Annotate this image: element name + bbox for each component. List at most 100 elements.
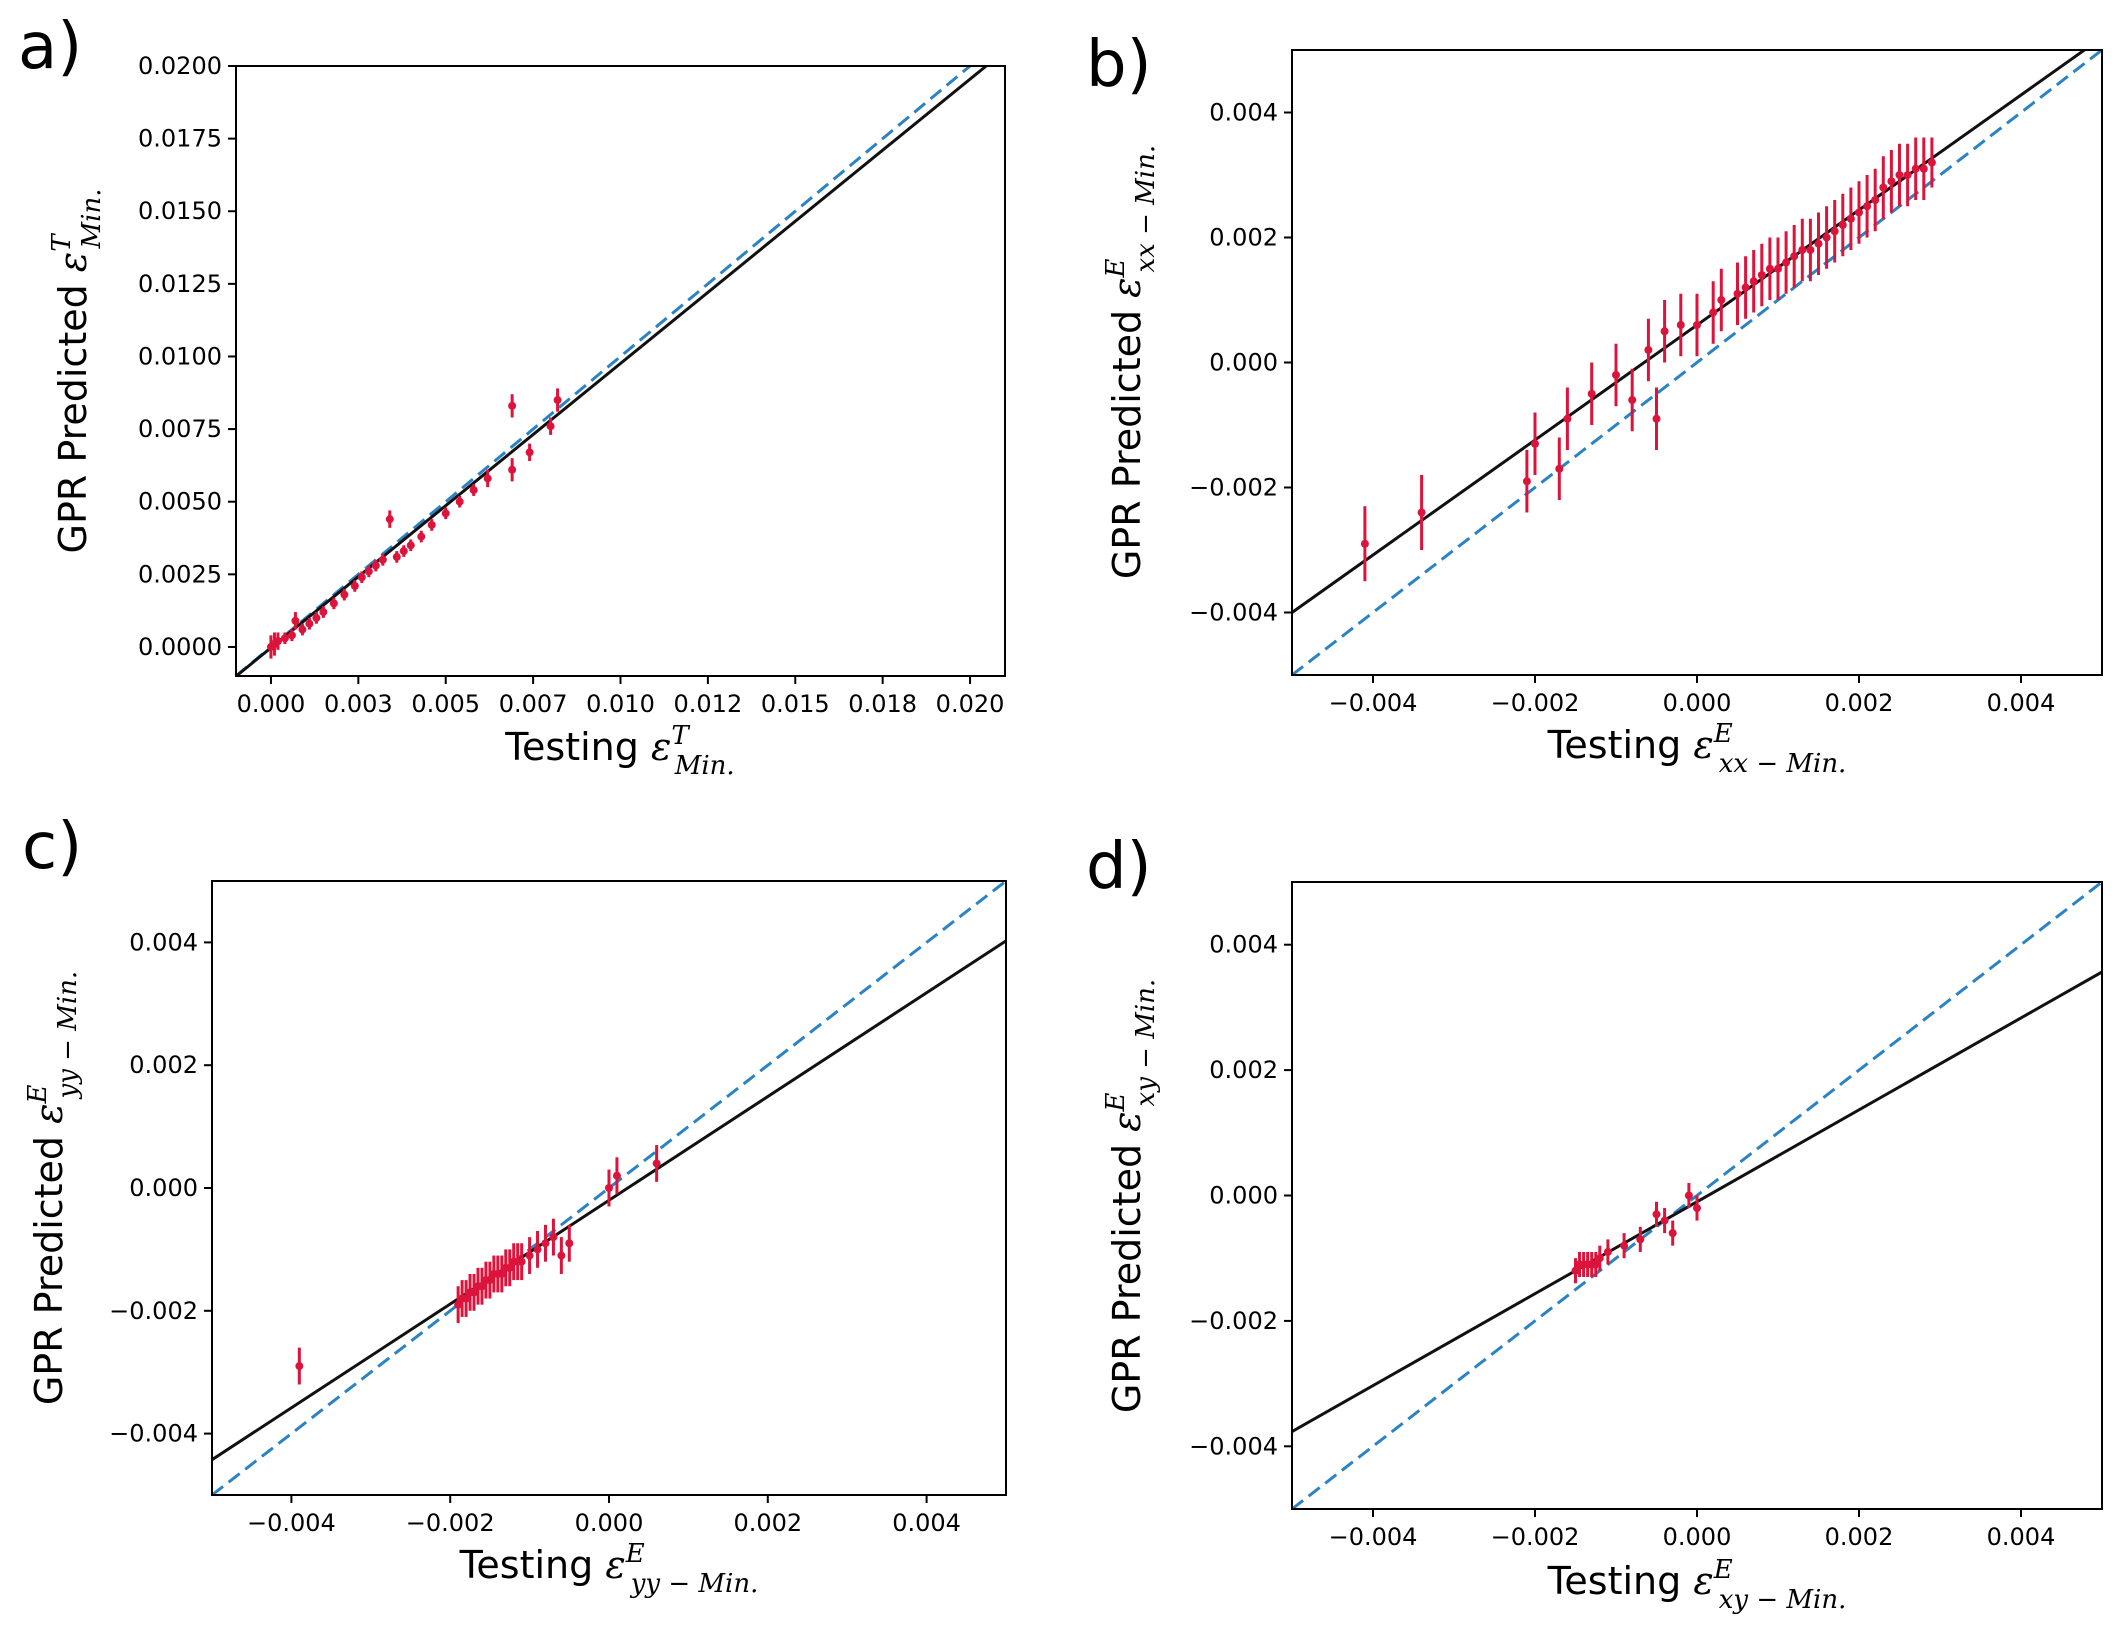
data-point [565,1239,574,1248]
data-points [1360,137,1936,582]
x-tick-label: 0.002 [1825,689,1894,717]
data-point [1919,164,1928,173]
axis-label-symbol: ε [27,1103,71,1123]
axis-label-subscript: yy − Min. [53,971,83,1100]
axis-label-prefix: Testing [459,1543,606,1587]
data-point [295,1362,304,1371]
data-point [1571,1266,1580,1275]
x-tick-label: 0.012 [674,690,743,718]
x-axis-label: Testing εT Min. [504,721,734,781]
y-tick-label: 0.0075 [138,415,222,443]
data-point [1757,271,1766,279]
y-tick-label: 0.0050 [138,488,222,516]
x-axis-label: Testing εE xx − Min. [1547,719,1847,779]
fit-line [236,66,989,676]
x-tick-label: 0.004 [1987,1523,2056,1551]
data-points [266,388,562,659]
y-axis-label: GPR Predicted εEyy − Min. [23,971,83,1405]
y-tick-label: −0.004 [1189,599,1278,627]
x-tick-label: 0.002 [1825,1523,1894,1551]
data-point [1595,1254,1604,1263]
axis-label-superscript: E [1713,719,1733,749]
data-point [1620,1241,1629,1250]
x-tick-label: −0.002 [1491,689,1580,717]
data-point [605,1184,613,1192]
data-point [1660,1216,1669,1225]
data-point [1668,1229,1677,1238]
data-point [1790,252,1799,261]
data-point [541,1239,550,1248]
y-tick-label: 0.002 [1209,224,1278,252]
x-tick-label: 0.000 [575,1509,644,1537]
axis-label-superscript: E [1101,258,1131,278]
data-point [497,1269,506,1278]
data-point [385,515,394,524]
data-point [357,573,366,582]
data-point [533,1245,542,1254]
data-point [1846,214,1855,223]
y-tick-label: 0.0000 [138,633,222,661]
x-tick-label: −0.002 [1491,1523,1580,1551]
data-point [483,474,492,483]
axis-label-symbol: ε [1105,277,1149,297]
data-point [470,1288,479,1297]
y-tick-label: 0.000 [1209,349,1278,377]
data-point [1741,283,1750,292]
panel-c: −0.004 −0.002 0.000 0.002 0.004 −0.004 −0.002 0… [22,810,1007,1599]
data-point [1652,1210,1661,1219]
data-point [525,448,534,457]
panel-label: b) [1086,28,1152,102]
y-tick-label: 0.0025 [138,560,222,588]
x-tick-label: 0.005 [411,690,480,718]
x-tick-label: 0.000 [1663,689,1732,717]
axis-label-prefix: GPR Predicted [51,272,95,553]
x-tick-label: −0.004 [1329,689,1418,717]
axis-label-symbol: ε [1105,1111,1149,1131]
data-points [295,1145,661,1385]
data-point [378,555,387,564]
axis-label-superscript: E [23,1084,53,1104]
data-point [1733,289,1742,298]
x-tick-label: −0.004 [247,1509,336,1537]
data-point [1563,414,1572,423]
data-point [508,401,517,410]
identity-reference-line [1292,50,2102,675]
axis-label-symbol: ε [1693,1559,1713,1603]
x-tick-label: 0.002 [733,1509,802,1537]
axis-label-prefix: GPR Predicted [1105,298,1149,579]
data-point [1863,202,1872,211]
panel-b: −0.004 −0.002 0.000 0.002 0.004 −0.004 −0.002 0… [1086,28,2103,779]
data-point [273,637,282,646]
data-point [549,1233,558,1242]
data-point [525,1251,534,1260]
axis-label-superscript: T [47,233,77,252]
data-point [287,631,296,640]
y-tick-label: 0.000 [129,1174,198,1202]
panel-label: d) [1086,830,1152,904]
y-tick-label: 0.0100 [138,342,222,370]
y-tick-label: 0.002 [129,1051,198,1079]
data-point [1636,1235,1645,1244]
axis-label-prefix: Testing [504,725,651,769]
x-tick-label: 0.015 [761,690,830,718]
data-point [371,561,380,570]
x-tick-label: 0.004 [1987,689,2056,717]
y-tick-label: 0.000 [1209,1182,1278,1210]
panel-label: c) [22,810,82,884]
y-tick-label: 0.0150 [138,197,222,225]
data-point [462,1294,471,1303]
axis-label-subscript: Min. [77,188,107,249]
data-point [1587,389,1596,398]
data-point [454,1300,463,1309]
data-point [1774,264,1782,273]
data-point [557,1251,566,1260]
data-point [319,608,328,617]
data-point [1717,296,1726,304]
data-point [477,1282,486,1291]
data-point [1652,414,1661,423]
x-axis-label: Testing εE yy − Min. [459,1539,759,1599]
x-axis-label: Testing εE xy − Min. [1547,1555,1847,1615]
data-point [1628,396,1637,404]
axis-label-prefix: GPR Predicted [27,1124,71,1405]
data-point [546,422,555,431]
